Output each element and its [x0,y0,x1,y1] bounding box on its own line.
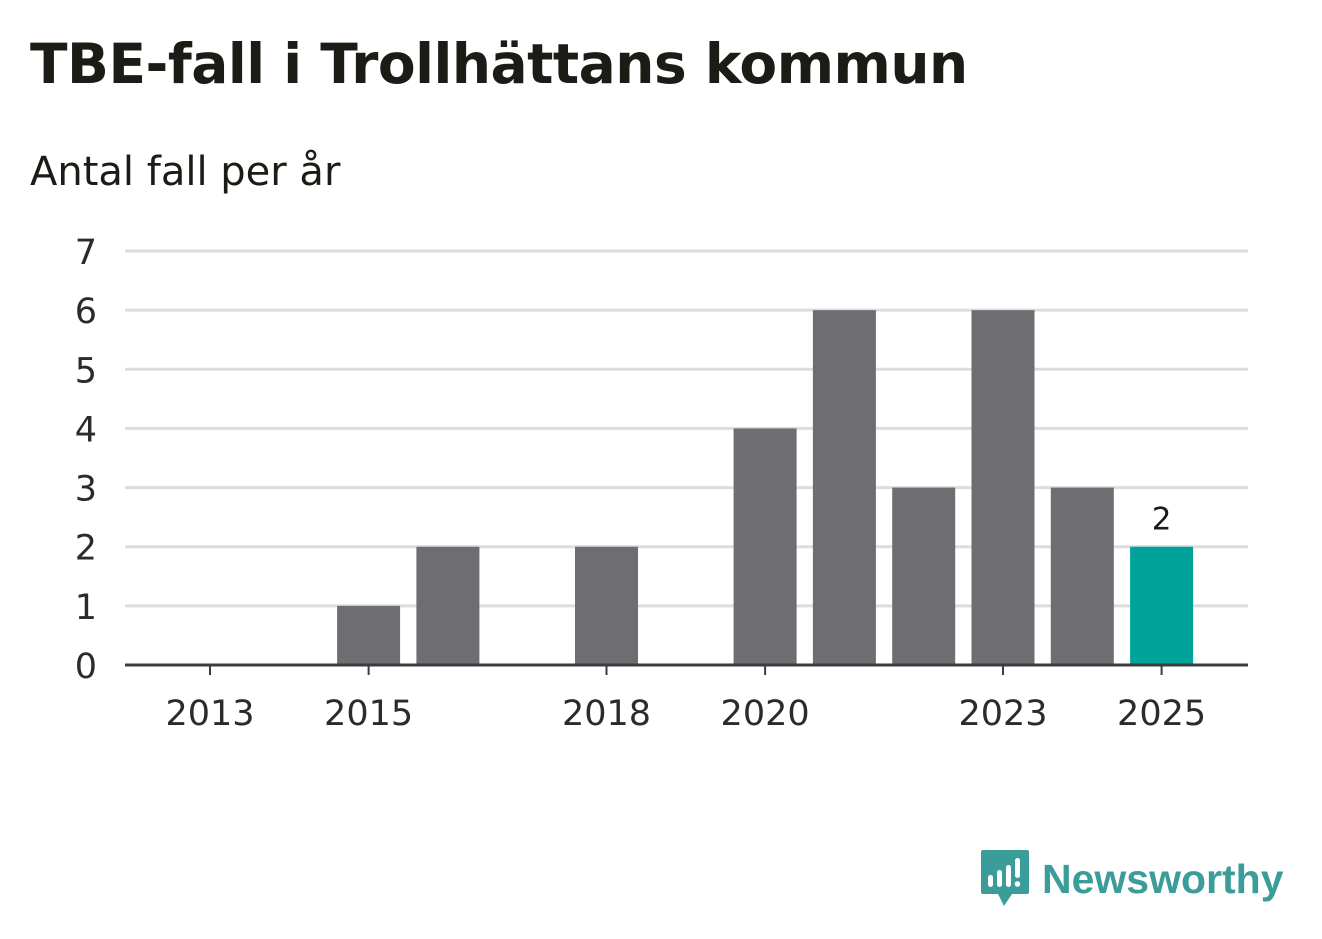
data-label: 2 [1152,502,1172,538]
y-tick-label: 7 [75,233,97,273]
bar [416,546,480,665]
y-tick-label: 0 [75,647,97,687]
x-tick-label: 2025 [1117,694,1206,734]
bar [1050,487,1114,665]
y-tick-label: 3 [75,470,97,510]
chart-subtitle: Antal fall per år [30,149,341,195]
newsworthy-logo-icon [981,850,1029,906]
bar [733,428,797,665]
bar [337,605,401,665]
y-tick-label: 5 [75,351,97,391]
x-tick-label: 2018 [562,694,651,734]
bar [575,546,638,665]
bar [892,487,956,665]
chart-title: TBE-fall i Trollhättans kommun [30,32,968,96]
brand-logo: Newsworthy [980,848,1284,910]
x-tick-label: 2013 [165,694,254,734]
bar [971,310,1035,665]
brand-name: Newsworthy [1042,855,1284,902]
x-tick-label: 2020 [721,694,810,734]
x-tick-label: 2023 [958,694,1047,734]
bar [812,310,876,665]
y-tick-label: 6 [75,292,97,332]
y-tick-label: 1 [75,588,97,628]
y-tick-label: 4 [75,410,97,450]
bar [1130,546,1194,665]
y-tick-label: 2 [75,529,97,569]
x-tick-label: 2015 [324,694,413,734]
